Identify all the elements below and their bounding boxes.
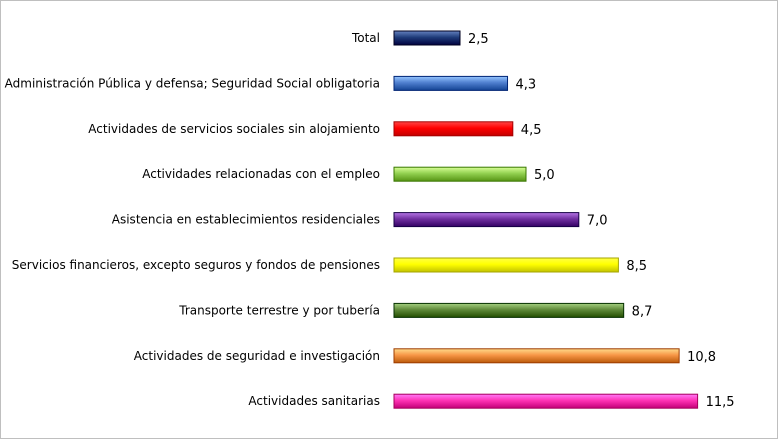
- category-label: Servicios financieros, excepto seguros y…: [12, 258, 380, 272]
- value-label: 4,5: [521, 123, 542, 138]
- category-label: Transporte terrestre y por tubería: [178, 303, 380, 317]
- bar: [393, 302, 625, 318]
- bar: [393, 30, 461, 46]
- value-label: 4,3: [516, 77, 537, 92]
- value-label: 5,0: [534, 168, 555, 183]
- value-label: 10,8: [687, 350, 716, 365]
- category-label: Asistencia en establecimientos residenci…: [112, 213, 380, 227]
- category-label: Actividades relacionadas con el empleo: [142, 167, 380, 181]
- bar: [393, 212, 580, 228]
- category-label: Administración Pública y defensa; Seguri…: [5, 76, 380, 90]
- value-label: 8,5: [626, 259, 647, 274]
- value-label: 8,7: [632, 304, 653, 319]
- category-label: Actividades sanitarias: [248, 394, 380, 408]
- category-label: Total: [351, 31, 380, 45]
- category-label: Actividades de seguridad e investigación: [134, 349, 380, 363]
- bar: [393, 75, 509, 91]
- value-label: 11,5: [706, 395, 735, 410]
- bar: [393, 257, 619, 273]
- bar: [393, 166, 527, 182]
- bar: [393, 393, 699, 409]
- bar: [393, 121, 514, 137]
- category-label: Actividades de servicios sociales sin al…: [88, 122, 380, 136]
- value-label: 2,5: [468, 32, 489, 47]
- value-label: 7,0: [587, 214, 608, 229]
- bar: [393, 348, 680, 364]
